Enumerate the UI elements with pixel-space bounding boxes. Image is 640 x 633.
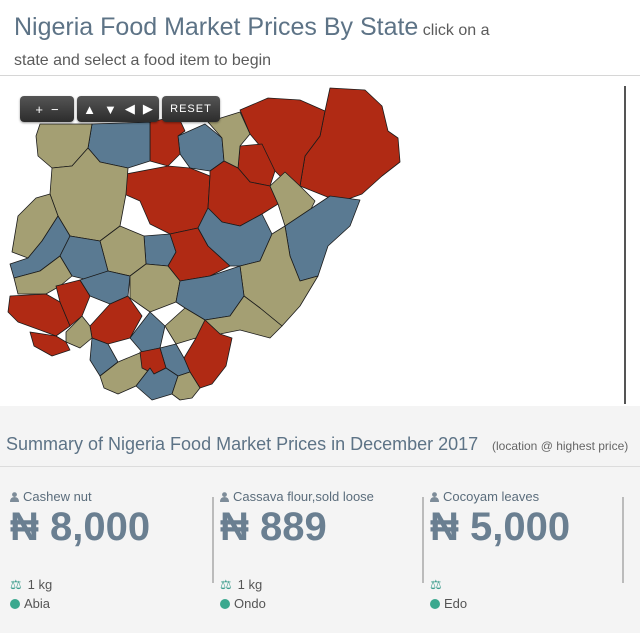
scale-icon: ⚖ xyxy=(430,577,442,592)
user-icon xyxy=(220,492,229,502)
state-region[interactable] xyxy=(171,371,201,401)
price-value: ₦ 889 xyxy=(220,505,327,549)
state-region[interactable] xyxy=(13,255,73,295)
state-region[interactable] xyxy=(204,295,283,339)
price-card[interactable]: Cashew nut ₦ 8,000 ⚖ 1 kg Abia xyxy=(10,489,210,611)
title-main: Nigeria Food Market Prices By State xyxy=(14,13,419,41)
price-card[interactable]: Cocoyam leaves ₦ 5,000 ⚖ Edo xyxy=(422,489,630,611)
zoom-in-button[interactable]: + xyxy=(35,101,43,117)
nigeria-map[interactable]: + − ▲ ▼ ◀ ▶ RESET xyxy=(0,76,640,406)
food-item-name: Cashew nut xyxy=(10,489,92,504)
state-region[interactable] xyxy=(299,87,401,203)
map-svg[interactable] xyxy=(0,76,624,406)
price-value: ₦ 5,000 xyxy=(430,505,571,549)
price-cards: Cashew nut ₦ 8,000 ⚖ 1 kg Abia Cassava fl… xyxy=(0,467,640,633)
globe-icon xyxy=(10,599,20,609)
summary-title: Summary of Nigeria Food Market Prices in… xyxy=(6,434,479,454)
card-divider xyxy=(422,497,424,583)
state-region[interactable] xyxy=(123,165,211,235)
state-region[interactable] xyxy=(29,331,71,357)
location-label: Edo xyxy=(430,596,467,611)
pan-up-button[interactable]: ▲ xyxy=(83,101,96,117)
state-region[interactable] xyxy=(207,111,251,169)
scale-icon: ⚖ xyxy=(10,577,22,592)
unit-label: ⚖ 1 kg xyxy=(220,577,263,592)
location-label: Ondo xyxy=(220,596,266,611)
pan-left-button[interactable]: ◀ xyxy=(124,101,135,116)
price-value: ₦ 8,000 xyxy=(10,505,151,549)
title-instruction: click on a state and select a food item … xyxy=(14,22,490,69)
state-region[interactable] xyxy=(129,311,166,353)
card-divider xyxy=(212,497,214,583)
food-item-name: Cassava flour,sold loose xyxy=(220,489,374,504)
pan-right-button[interactable]: ▶ xyxy=(142,101,153,116)
zoom-controls: + − xyxy=(20,96,74,122)
state-region[interactable] xyxy=(135,367,179,401)
map-edge-divider xyxy=(624,86,626,404)
location-label: Abia xyxy=(10,596,50,611)
state-region[interactable] xyxy=(207,160,279,227)
card-divider xyxy=(622,497,624,583)
page-header: Nigeria Food Market Prices By State clic… xyxy=(0,0,640,76)
user-icon xyxy=(430,492,439,502)
summary-header: Summary of Nigeria Food Market Prices in… xyxy=(0,406,640,467)
unit-label: ⚖ xyxy=(430,577,448,593)
globe-icon xyxy=(430,599,440,609)
zoom-out-button[interactable]: − xyxy=(51,101,59,117)
scale-icon: ⚖ xyxy=(220,577,232,592)
user-icon xyxy=(10,492,19,502)
pan-controls: ▲ ▼ ◀ ▶ xyxy=(77,96,159,122)
unit-label: ⚖ 1 kg xyxy=(10,577,53,592)
price-card[interactable]: Cassava flour,sold loose ₦ 889 ⚖ 1 kg Ond… xyxy=(212,489,420,611)
reset-button[interactable]: RESET xyxy=(162,96,220,122)
globe-icon xyxy=(220,599,230,609)
food-item-name: Cocoyam leaves xyxy=(430,489,539,504)
pan-down-button[interactable]: ▼ xyxy=(104,101,117,117)
state-region[interactable] xyxy=(129,263,181,313)
summary-note: (location @ highest price) xyxy=(492,439,629,453)
page-title: Nigeria Food Market Prices By State clic… xyxy=(14,12,494,76)
